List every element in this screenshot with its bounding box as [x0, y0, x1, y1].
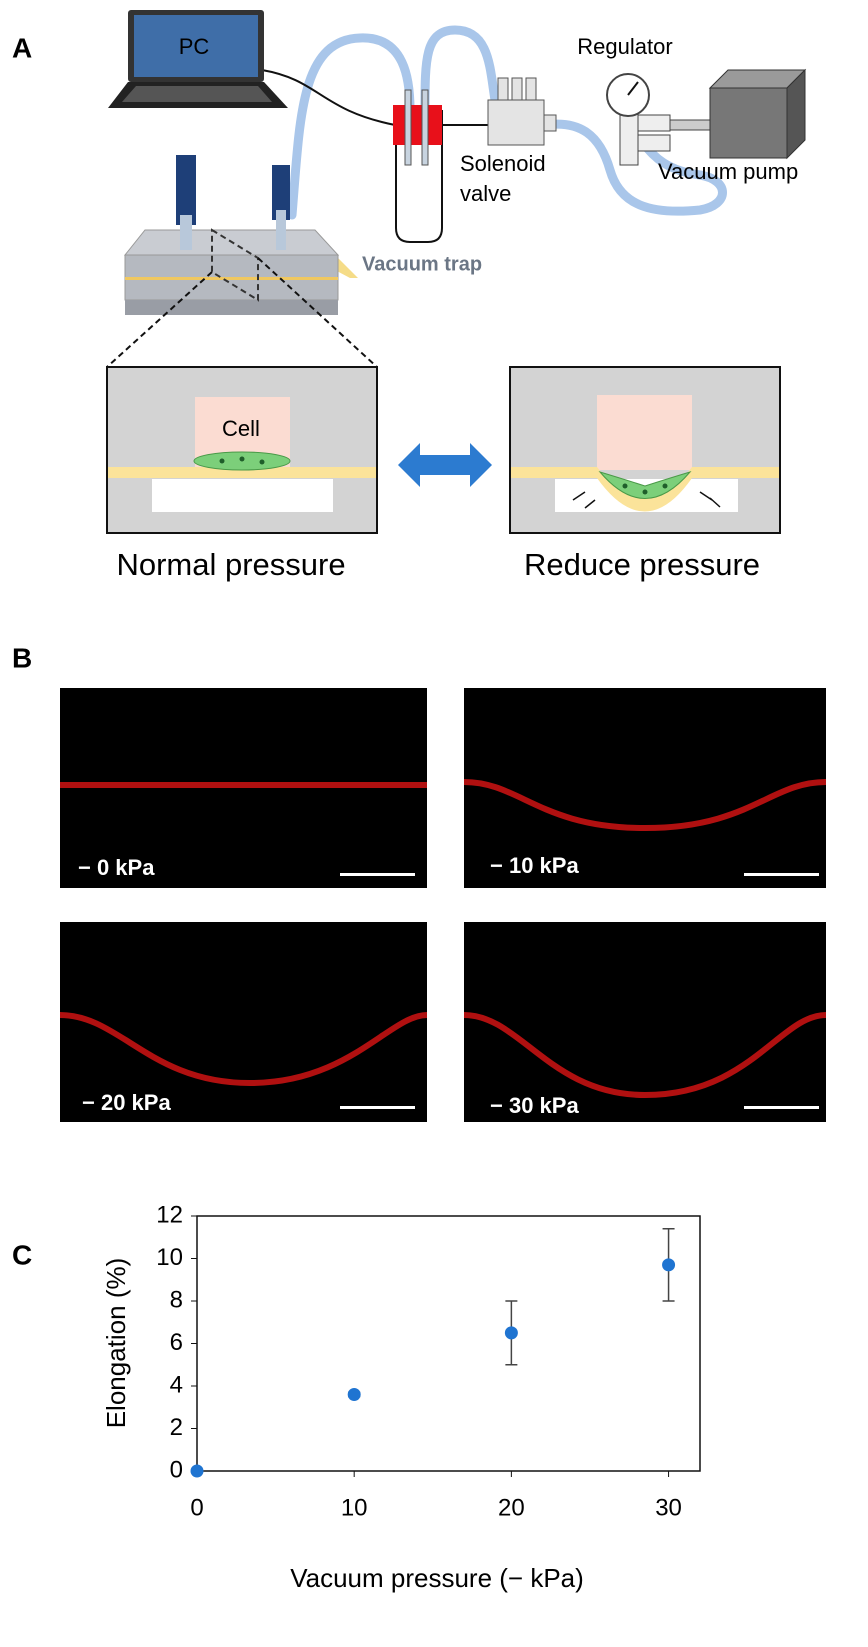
data-point	[190, 1464, 204, 1478]
data-point	[662, 1258, 676, 1272]
regulator-label: Regulator	[577, 34, 672, 59]
solenoid-valve-icon	[487, 77, 557, 146]
solenoid-label: valve	[460, 181, 511, 206]
pc-label: PC	[179, 34, 210, 59]
panel-label: B	[12, 642, 32, 673]
data-point	[504, 1326, 518, 1340]
vacuum-pump-icon	[708, 68, 807, 160]
solenoid-label: Solenoid	[460, 151, 546, 176]
pressure-label: − 0 kPa	[78, 855, 155, 880]
y-tick-label: 10	[156, 1244, 183, 1271]
reduced-diagram	[509, 366, 781, 534]
x-tick-label: 10	[341, 1494, 368, 1521]
x-tick-label: 0	[190, 1494, 203, 1521]
cable	[261, 69, 396, 126]
caption: Normal pressure	[116, 547, 345, 582]
pressure-label: − 20 kPa	[82, 1090, 171, 1115]
pressure-label: − 30 kPa	[490, 1093, 579, 1118]
vacuum-trap-icon	[393, 89, 443, 243]
zoom-line	[106, 271, 213, 368]
x-axis-label: Vacuum pressure (− kPa)	[290, 1563, 584, 1593]
zoom-line	[257, 257, 378, 368]
y-tick-label: 6	[170, 1329, 183, 1356]
regulator-icon	[606, 73, 716, 166]
cell-label: Cell	[222, 416, 260, 441]
micrograph	[463, 688, 827, 888]
caption: Reduce pressure	[524, 547, 760, 582]
device-icon	[123, 155, 358, 315]
tubing	[287, 25, 727, 220]
normal-diagram	[106, 366, 378, 534]
micrograph	[463, 922, 827, 1122]
panel-label: C	[12, 1239, 32, 1270]
x-tick-label: 30	[655, 1494, 682, 1521]
y-tick-label: 4	[170, 1371, 183, 1398]
y-tick-label: 12	[156, 1201, 183, 1228]
x-tick-label: 20	[498, 1494, 525, 1521]
micrograph	[60, 688, 427, 888]
panel-label: A	[12, 32, 32, 63]
trap-label: Vacuum trap	[362, 253, 482, 275]
y-axis-label: Elongation (%)	[101, 1258, 131, 1429]
plot-frame	[196, 1215, 701, 1472]
laptop-icon	[108, 10, 288, 108]
micrograph	[59, 922, 428, 1122]
y-tick-label: 8	[170, 1286, 183, 1313]
pressure-label: − 10 kPa	[490, 853, 579, 878]
double-arrow	[398, 443, 492, 487]
y-tick-label: 0	[170, 1456, 183, 1483]
pump-label: Vacuum pump	[658, 159, 798, 184]
data-point	[347, 1388, 361, 1401]
y-tick-label: 2	[170, 1414, 183, 1441]
